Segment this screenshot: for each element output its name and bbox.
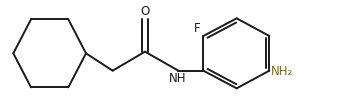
Text: NH₂: NH₂ bbox=[271, 65, 294, 78]
Text: NH: NH bbox=[169, 72, 186, 85]
Text: F: F bbox=[194, 22, 200, 34]
Text: O: O bbox=[140, 5, 150, 18]
